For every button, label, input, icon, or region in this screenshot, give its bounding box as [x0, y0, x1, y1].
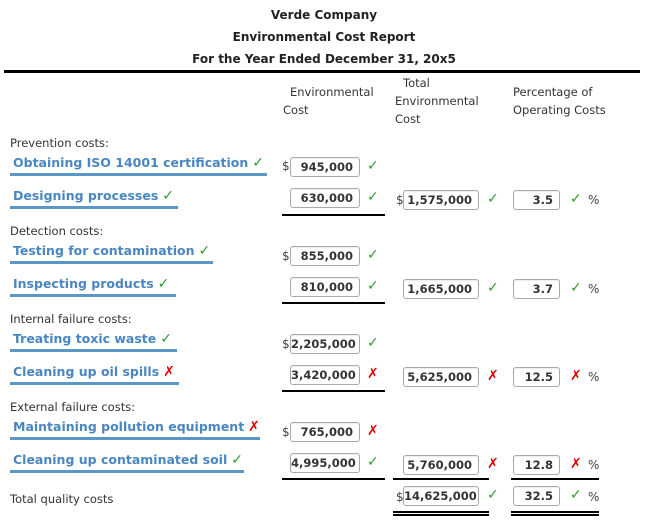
item-label-text: Cleaning up contaminated soil [13, 452, 228, 467]
check-icon: ✓ [487, 280, 499, 296]
item-label-dropdown[interactable]: Obtaining ISO 14001 certification ✓ [10, 154, 267, 176]
check-icon: ✓ [570, 191, 582, 207]
total-input[interactable]: 1,575,000 [403, 190, 479, 210]
item-label-text: Obtaining ISO 14001 certification [13, 155, 249, 170]
col-env-cost-line1: Environmental [290, 85, 374, 99]
col-total-line1: Total [403, 76, 430, 90]
item-label-text: Testing for contamination [13, 243, 195, 258]
dollar-sign: $ [282, 159, 290, 173]
cross-icon: ✗ [570, 368, 582, 384]
item-label-text: Treating toxic waste [13, 331, 157, 346]
col-total-line2: Environmental [395, 94, 479, 108]
check-icon: ✓ [162, 188, 175, 204]
cross-icon: ✗ [570, 456, 582, 472]
amount-input[interactable]: 630,000 [290, 188, 360, 208]
subtotal-underline [282, 478, 385, 480]
grand-total-label: Total quality costs [10, 492, 114, 506]
grand-percent-input[interactable]: 32.5 [513, 486, 560, 506]
item-label-text: Cleaning up oil spills [13, 364, 160, 379]
total-input[interactable]: 5,625,000 [403, 367, 479, 387]
dollar-sign: $ [396, 193, 404, 207]
subtotal-underline [282, 214, 385, 216]
cross-icon: ✗ [487, 456, 499, 472]
subtotal-underline [282, 390, 385, 392]
check-icon: ✓ [367, 158, 379, 174]
dollar-sign: $ [282, 337, 290, 351]
amount-input[interactable]: 810,000 [290, 277, 360, 297]
percent-input[interactable]: 3.7 [513, 279, 560, 299]
item-label-dropdown[interactable]: Testing for contamination ✓ [10, 242, 213, 264]
amount-input[interactable]: 3,420,000 [290, 365, 360, 385]
percent-input[interactable]: 12.5 [513, 367, 560, 387]
amount-input[interactable]: 945,000 [290, 157, 360, 177]
check-icon: ✓ [367, 335, 379, 351]
percent-input[interactable]: 3.5 [513, 190, 560, 210]
cross-icon: ✗ [367, 423, 379, 439]
total-input[interactable]: 5,760,000 [403, 455, 479, 475]
col-pct-line1: Percentage of [513, 85, 593, 99]
check-icon: ✓ [487, 191, 499, 207]
amount-input[interactable]: 765,000 [290, 422, 360, 442]
check-icon: ✓ [367, 278, 379, 294]
check-icon: ✓ [487, 487, 499, 503]
item-label-text: Inspecting products [13, 276, 154, 291]
subtotal-underline [282, 302, 385, 304]
check-icon: ✓ [367, 247, 379, 263]
percent-sign: % [588, 490, 600, 504]
amount-input[interactable]: 855,000 [290, 246, 360, 266]
percent-input[interactable]: 12.8 [513, 455, 560, 475]
check-icon: ✓ [367, 189, 379, 205]
percent-sign: % [588, 282, 600, 296]
grand-total-input[interactable]: 14,625,000 [403, 486, 479, 506]
section-internal-failure-label: Internal failure costs: [10, 312, 132, 326]
dollar-sign: $ [282, 249, 290, 263]
percent-underline [511, 478, 599, 480]
total-input[interactable]: 1,665,000 [403, 279, 479, 299]
report-period: For the Year Ended December 31, 20x5 [192, 52, 456, 66]
item-label-text: Maintaining pollution equipment [13, 419, 245, 434]
grand-total-double-underline [393, 511, 489, 516]
percent-sign: % [588, 458, 600, 472]
check-icon: ✓ [198, 243, 211, 259]
section-detection-label: Detection costs: [10, 224, 104, 238]
dollar-sign: $ [396, 490, 404, 504]
percent-sign: % [588, 370, 600, 384]
report-title: Environmental Cost Report [232, 30, 416, 44]
item-label-dropdown[interactable]: Inspecting products ✓ [10, 275, 176, 297]
header-rule [4, 70, 640, 73]
check-icon: ✓ [570, 280, 582, 296]
amount-input[interactable]: 2,205,000 [290, 334, 360, 354]
check-icon: ✓ [570, 487, 582, 503]
item-label-dropdown[interactable]: Designing processes ✓ [10, 187, 178, 209]
item-label-dropdown[interactable]: Treating toxic waste ✓ [10, 330, 177, 352]
check-icon: ✓ [252, 155, 265, 171]
percent-sign: % [588, 193, 600, 207]
check-icon: ✓ [367, 454, 379, 470]
cross-icon: ✗ [487, 368, 499, 384]
company-name: Verde Company [270, 8, 378, 22]
item-label-dropdown[interactable]: Maintaining pollution equipment ✗ [10, 418, 260, 440]
amount-input[interactable]: 4,995,000 [290, 453, 360, 473]
item-label-text: Designing processes [13, 188, 159, 203]
check-icon: ✓ [231, 452, 243, 468]
dollar-sign: $ [282, 425, 290, 439]
item-label-dropdown[interactable]: Cleaning up contaminated soil ✓ [10, 451, 244, 473]
section-prevention-label: Prevention costs: [10, 136, 109, 150]
cross-icon: ✗ [163, 364, 175, 380]
cross-icon: ✗ [367, 366, 379, 382]
col-pct-line2: Operating Costs [513, 103, 606, 117]
section-external-failure-label: External failure costs: [10, 400, 136, 414]
check-icon: ✓ [157, 276, 170, 292]
col-total-line3: Cost [395, 112, 421, 126]
cross-icon: ✗ [248, 419, 260, 435]
check-icon: ✓ [160, 331, 172, 347]
grand-percent-double-underline [511, 511, 599, 516]
item-label-dropdown[interactable]: Cleaning up oil spills ✗ [10, 363, 179, 385]
total-underline [393, 478, 489, 480]
col-env-cost-line2: Cost [283, 103, 309, 117]
